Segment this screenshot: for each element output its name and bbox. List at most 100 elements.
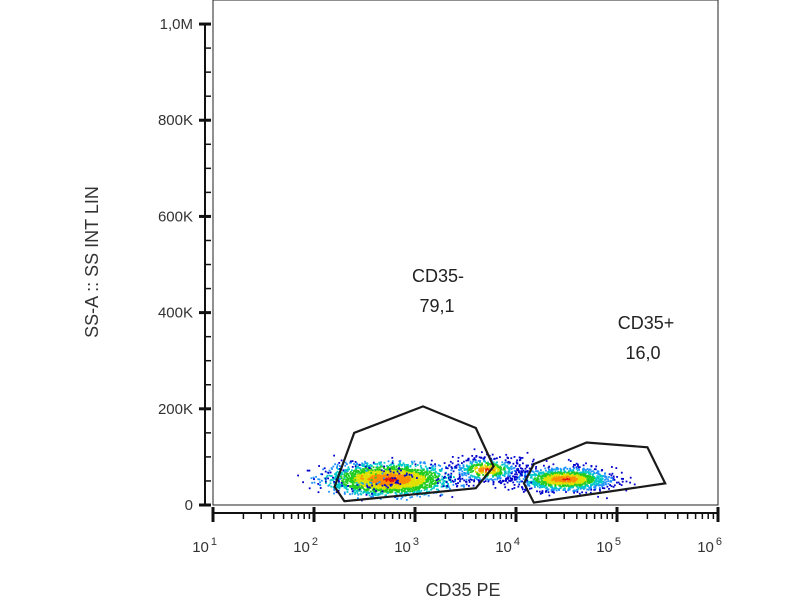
event-dot [513,487,516,489]
event-dot [510,472,513,475]
event-dot [391,489,393,492]
event-dot [573,484,575,487]
event-dot [536,490,538,493]
event-dot [404,490,407,493]
event-dot [554,468,557,471]
event-dot [425,484,428,486]
event-dot [553,488,556,491]
event-dot [375,473,377,476]
event-dot [419,483,422,485]
event-dot [400,481,403,483]
event-dot [443,480,446,482]
event-dot [580,486,582,488]
event-dot [356,465,359,468]
event-dot [474,475,476,478]
event-dot [350,480,353,482]
event-dot [599,489,601,492]
event-dot [547,480,550,483]
event-dot [490,471,493,474]
event-dot [399,482,402,484]
event-dot [524,471,526,473]
event-dot [530,473,532,476]
event-dot [591,474,594,476]
event-dot [538,472,541,474]
event-dot [522,462,524,465]
event-dot [615,467,618,469]
event-dot [388,477,391,480]
event-dot [532,471,535,473]
event-dot [590,478,593,481]
event-dot [401,477,403,480]
event-dot [385,485,388,488]
event-dot [390,485,393,487]
event-dot [511,488,514,490]
event-dot [496,465,499,468]
event-dot [419,461,422,464]
event-dot [578,486,581,489]
event-dot [376,470,378,473]
event-dot [379,462,382,465]
event-dot [552,487,554,489]
event-dot [496,472,499,475]
event-dot [372,495,374,498]
event-dot [327,477,329,480]
event-dot [397,463,400,466]
event-dot [395,466,398,468]
event-dot [458,469,460,471]
event-dot [403,463,406,466]
event-dot [346,463,348,465]
event-dot [383,480,386,483]
event-dot [555,473,558,476]
event-dot [353,475,355,478]
event-dot [371,491,374,494]
event-dot [544,473,547,476]
event-dot [383,490,385,493]
event-dot [556,472,559,474]
event-dot [499,479,502,482]
y-tick-label: 800K [158,112,193,129]
event-dot [569,473,571,475]
event-dot [368,465,371,467]
event-dot [478,456,481,459]
event-dot [535,484,538,486]
event-dot [577,479,579,482]
event-dot [513,484,516,486]
event-dot [520,480,522,483]
event-dot [353,489,356,492]
event-dot [474,468,476,471]
event-dot [419,469,422,472]
event-dot [583,479,586,482]
event-dot [360,484,363,486]
event-dot [445,466,447,468]
gates [333,405,667,504]
event-dot [375,466,378,469]
event-dot [507,474,510,477]
event-dot [357,485,360,487]
event-dot [470,479,473,481]
event-dot [443,476,445,479]
event-dot [554,484,557,486]
event-dot [385,481,388,484]
event-dot [455,464,458,467]
event-dot [411,490,414,493]
event-dot [398,486,401,489]
event-dot [589,491,592,494]
event-dot [417,483,419,486]
event-dot [484,464,486,467]
event-dot [529,476,532,479]
event-dot [486,478,489,481]
event-dot [442,485,445,488]
event-dot [341,471,343,474]
event-dot [364,467,367,469]
event-dot [399,483,402,485]
event-dot [513,456,516,458]
x-tick-label: 10 3 [394,536,419,556]
event-dot [572,474,575,477]
event-dot [590,479,593,482]
event-dot [591,483,594,486]
event-dot [377,494,379,497]
event-dot [416,481,419,484]
event-dot [393,470,396,472]
event-dot [569,482,571,484]
event-dot [457,478,459,480]
